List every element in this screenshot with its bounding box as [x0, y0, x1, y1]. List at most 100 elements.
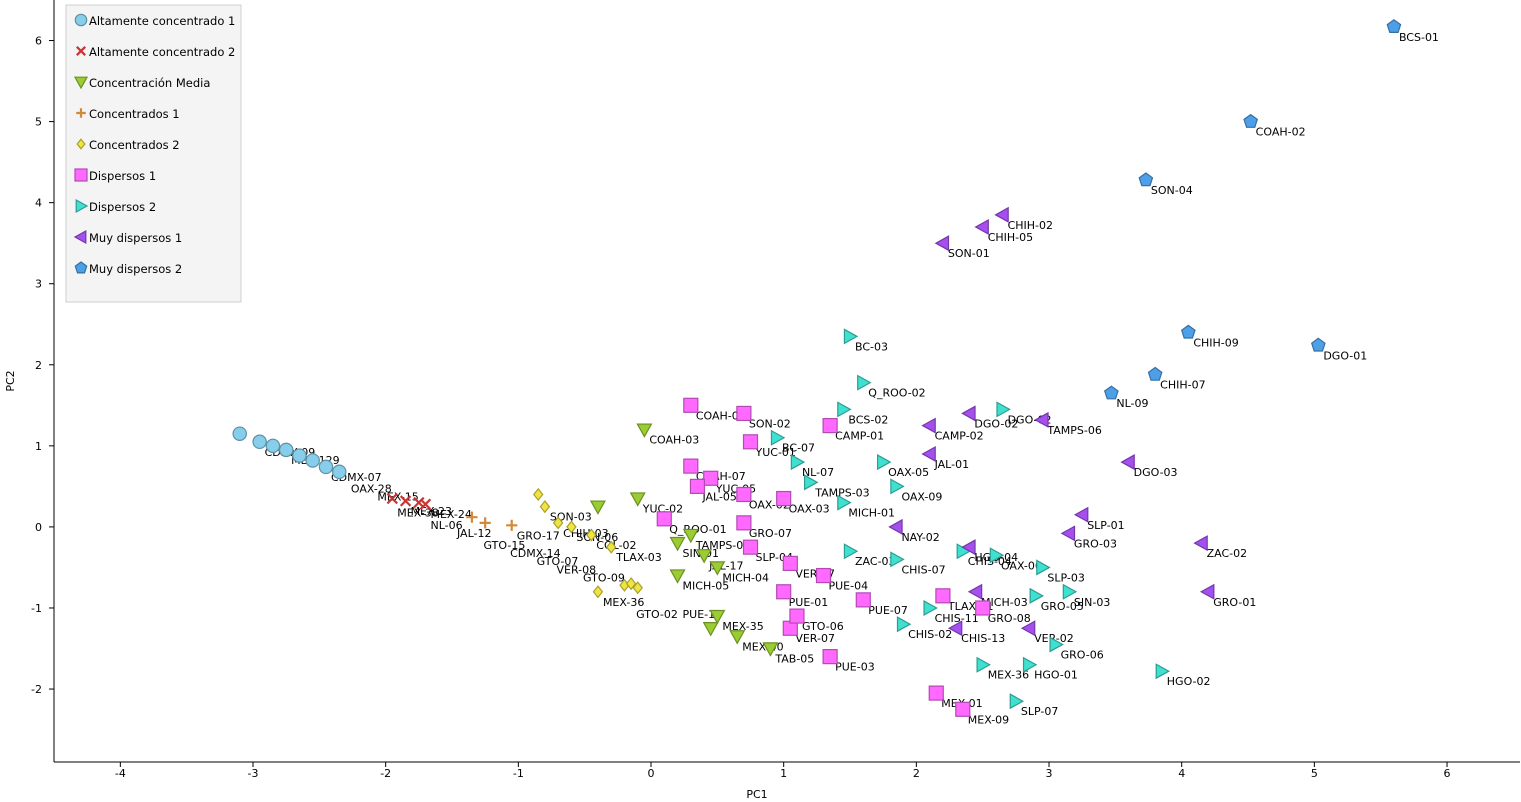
data-point — [1029, 587, 1044, 604]
data-point — [822, 649, 838, 665]
x-tick-label: 5 — [1311, 767, 1318, 780]
data-point — [837, 494, 852, 511]
data-point — [466, 511, 478, 523]
legend-entry-label: Dispersos 2 — [89, 200, 156, 214]
point-label: COAH-01 — [696, 409, 746, 422]
x-tick-label: -2 — [380, 767, 391, 780]
point-label: TAMPS-06 — [1046, 424, 1101, 437]
point-label: TAMPS-03 — [814, 486, 869, 499]
data-point — [1138, 172, 1154, 187]
data-point — [506, 519, 518, 531]
point-label: GTO-06 — [802, 620, 844, 633]
legend-entry-label: Concentrados 1 — [89, 107, 180, 121]
point-label: JAL-05 — [701, 490, 736, 503]
data-point — [629, 492, 646, 507]
data-point — [689, 478, 706, 494]
data-point — [278, 442, 294, 458]
data-point — [1022, 656, 1038, 673]
point-label: YUC-01 — [755, 446, 796, 459]
data-point — [935, 588, 951, 604]
point-label: CHIH-09 — [1193, 336, 1238, 349]
point-label: MEX-15 — [377, 490, 418, 503]
point-label: NL-07 — [802, 466, 834, 479]
point-label: BCS-02 — [848, 413, 888, 426]
y-tick-label: 0 — [35, 521, 42, 534]
point-label: JAL-01 — [934, 458, 969, 471]
data-point — [386, 492, 398, 505]
data-point — [1120, 454, 1135, 471]
legend-marker — [74, 168, 88, 182]
point-label: GRO-03 — [1074, 537, 1117, 550]
x-tick-label: -1 — [513, 767, 524, 780]
point-label: DGO-01 — [1323, 349, 1367, 362]
data-point — [837, 401, 852, 418]
data-point — [656, 511, 672, 527]
point-label: TAB-05 — [774, 653, 814, 666]
data-point — [539, 500, 551, 514]
data-point — [292, 448, 307, 463]
data-point — [669, 536, 686, 552]
data-point — [1193, 535, 1208, 552]
data-point — [890, 551, 905, 568]
legend-marker — [75, 198, 89, 214]
data-point — [1036, 559, 1051, 576]
point-label: SON-04 — [1151, 184, 1193, 197]
x-tick-label: 3 — [1046, 767, 1053, 780]
data-point — [625, 577, 637, 591]
point-label: GRO-01 — [1213, 596, 1256, 609]
point-label: CHIH-07 — [1160, 379, 1205, 392]
data-point — [923, 599, 938, 616]
data-points — [232, 19, 1402, 717]
data-point — [636, 423, 653, 438]
x-tick-label: -3 — [248, 767, 259, 780]
data-point — [265, 438, 281, 454]
point-label: OAX-09 — [901, 490, 942, 503]
x-tick-label: 0 — [648, 767, 655, 780]
point-label: VER-07 — [795, 632, 835, 645]
data-point — [682, 528, 699, 544]
point-label: MEX-09 — [968, 713, 1009, 726]
point-label: CHIH-05 — [988, 231, 1033, 244]
point-label: GTO-15 — [484, 539, 526, 552]
data-point — [709, 609, 726, 625]
point-label: OAX-06 — [1001, 559, 1042, 572]
data-point — [934, 235, 950, 252]
y-axis-label: PC2 — [4, 370, 17, 391]
legend-entry-label: Muy dispersos 2 — [89, 262, 182, 276]
data-point — [1049, 636, 1064, 653]
legend-entry-label: Concentrados 2 — [89, 138, 180, 152]
data-point — [1243, 113, 1259, 128]
data-point — [890, 478, 905, 495]
data-point — [762, 642, 779, 657]
data-point — [1073, 506, 1089, 523]
data-point — [789, 608, 805, 624]
data-point — [419, 498, 432, 510]
axes: -4 -3 -2 -1 0 1 2 3 4 5 6 -2 -1 0 1 2 3 4 5 6 PC1 PC2 — [4, 0, 1520, 801]
point-label: MEX-36 — [603, 596, 644, 609]
legend-marker — [74, 13, 88, 27]
point-label: CHIS-02 — [908, 628, 952, 641]
data-point — [1034, 411, 1049, 428]
point-label: BCS-01 — [1399, 31, 1439, 44]
point-label: MEX-38 — [397, 507, 438, 520]
data-point — [976, 656, 991, 673]
point-label: DGO-02 — [974, 417, 1018, 430]
data-point — [736, 515, 752, 531]
data-point — [586, 528, 597, 542]
data-point — [989, 547, 1005, 564]
legend-entry-label: Altamente concentrado 2 — [89, 45, 235, 59]
point-label: SON-01 — [948, 247, 990, 260]
x-tick-label: -4 — [115, 767, 126, 780]
data-point — [331, 464, 347, 480]
point-label: GRO-08 — [988, 612, 1031, 625]
x-tick-label: 2 — [913, 767, 920, 780]
data-point — [961, 405, 976, 422]
legend-marker — [73, 229, 87, 245]
point-label: MEX-40 — [742, 640, 783, 653]
point-label: CHIS-11 — [935, 612, 979, 625]
data-point — [855, 592, 871, 608]
data-point — [566, 520, 577, 534]
x-tick-label: 4 — [1178, 767, 1185, 780]
data-point — [479, 517, 491, 529]
data-point — [232, 426, 247, 441]
